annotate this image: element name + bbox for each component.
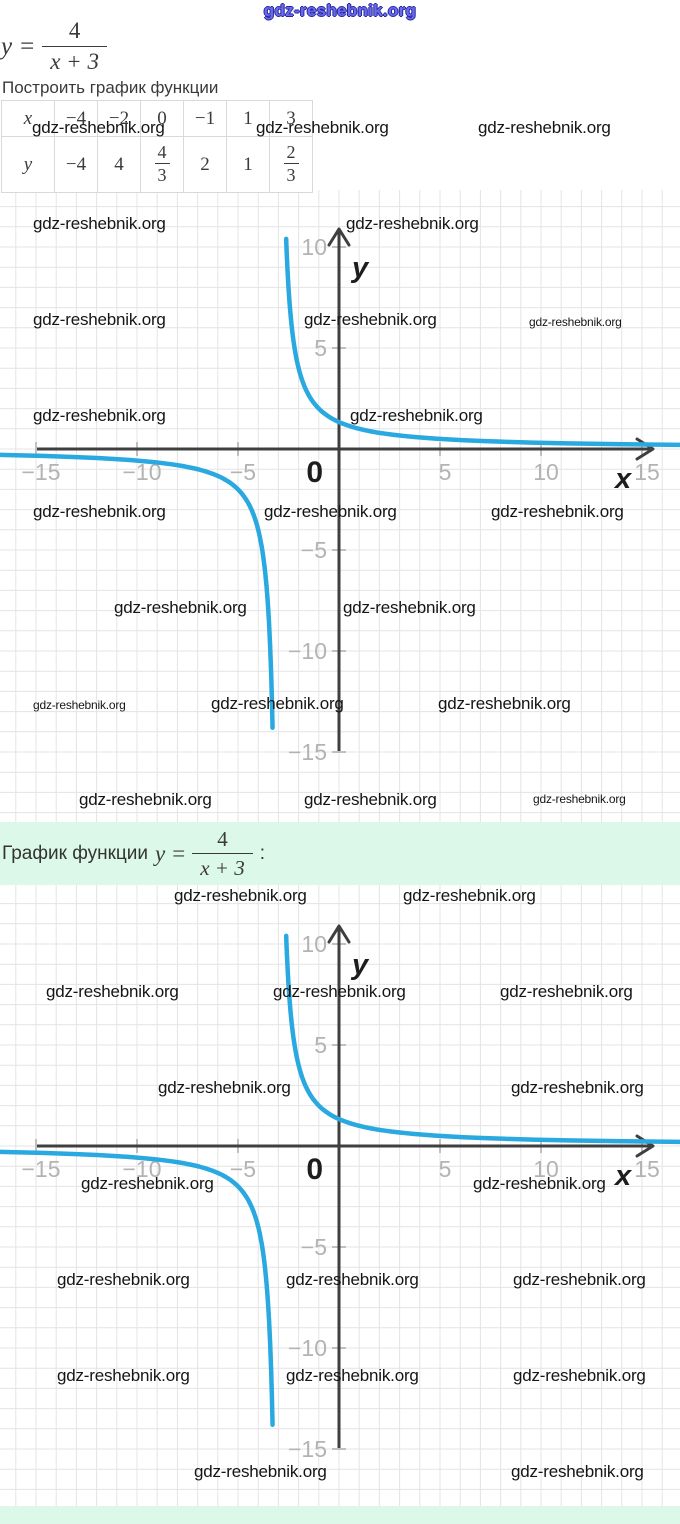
watermark: gdz-reshebnik.org (533, 792, 626, 806)
watermark: gdz-reshebnik.org (286, 1366, 419, 1385)
task-text: Построить график функции (2, 78, 219, 97)
banner-colon: : (259, 842, 266, 864)
svg-text:10: 10 (533, 459, 559, 485)
svg-text:−15: −15 (288, 1436, 327, 1462)
watermark: gdz-reshebnik.org (286, 1270, 419, 1289)
watermark: gdz-reshebnik.org (211, 694, 344, 713)
formula-lhs: y (1, 32, 13, 60)
table-cell-x: 3 (269, 100, 313, 137)
svg-text:15: 15 (634, 459, 660, 485)
watermark: gdz-reshebnik.org (438, 694, 571, 713)
svg-text:−15: −15 (21, 1156, 60, 1182)
table-cell-y: 4 (97, 136, 141, 193)
svg-text:−10: −10 (288, 1335, 327, 1361)
watermark: gdz-reshebnik.org (158, 1078, 291, 1097)
function-formula: y = 4 x + 3 (1, 18, 107, 76)
svg-text:−5: −5 (301, 537, 327, 563)
watermark: gdz-reshebnik.org (81, 1174, 214, 1193)
watermark: gdz-reshebnik.org (273, 982, 406, 1001)
fraction-denominator: x + 3 (50, 49, 99, 75)
formula-fraction: 4 x + 3 (42, 18, 107, 76)
watermark: gdz-reshebnik.org (346, 214, 479, 233)
watermark: gdz-reshebnik.org (33, 214, 166, 233)
watermark: gdz-reshebnik.org (33, 310, 166, 329)
watermark: gdz-reshebnik.org (33, 406, 166, 425)
watermark: gdz-reshebnik.org (57, 1366, 190, 1385)
svg-text:5: 5 (439, 459, 452, 485)
watermark: gdz-reshebnik.org (33, 698, 126, 712)
watermark: gdz-reshebnik.org (32, 118, 165, 137)
watermark: gdz-reshebnik.org (491, 502, 624, 521)
banner-fraction-numerator: 4 (192, 827, 253, 854)
svg-text:x: x (613, 1160, 633, 1192)
watermark: gdz-reshebnik.org (513, 1270, 646, 1289)
watermark: gdz-reshebnik.org (304, 790, 437, 809)
table-cell-y: 1 (226, 136, 270, 193)
watermark: gdz-reshebnik.org (500, 982, 633, 1001)
watermark: gdz-reshebnik.org (511, 1462, 644, 1481)
watermark: gdz-reshebnik.org (513, 1366, 646, 1385)
svg-text:−15: −15 (288, 739, 327, 765)
svg-text:5: 5 (439, 1156, 452, 1182)
values-table: x −4 −2 0 −1 1 3 y −4 4 4 3 2 1 2 3 (1, 100, 313, 193)
watermark: gdz-reshebnik.org (473, 1174, 606, 1193)
svg-text:10: 10 (301, 931, 327, 957)
svg-text:10: 10 (533, 1156, 559, 1182)
table-cell-y: 2 (183, 136, 227, 193)
watermark: gdz-reshebnik.org (57, 1270, 190, 1289)
graph-2: −15 −10 −5 5 10 15 10 5 −5 −10 −15 0 y x (0, 885, 680, 1506)
svg-text:0: 0 (306, 1153, 323, 1186)
table-row-label-y: y (1, 136, 55, 193)
svg-text:10: 10 (301, 234, 327, 260)
watermark: gdz-reshebnik.org (403, 886, 536, 905)
result-banner: График функции y = 4 x + 3 : (0, 822, 680, 885)
watermark: gdz-reshebnik.org (33, 502, 166, 521)
watermark: gdz-reshebnik.org (194, 1462, 327, 1481)
svg-text:y: y (350, 252, 370, 284)
svg-text:−5: −5 (230, 459, 256, 485)
watermark: gdz-reshebnik.org (46, 982, 179, 1001)
svg-text:−10: −10 (288, 638, 327, 664)
watermark: gdz-reshebnik.org (114, 598, 247, 617)
table-cell-x: −1 (183, 100, 227, 137)
banner-equals: = (172, 840, 186, 866)
formula-equals: = (20, 32, 35, 60)
fraction-numerator: 4 (42, 18, 107, 48)
watermark: gdz-reshebnik.org (264, 502, 397, 521)
svg-text:y: y (350, 949, 370, 981)
watermark: gdz-reshebnik.org (511, 1078, 644, 1097)
banner-text: График функции (2, 842, 149, 864)
banner-fraction-denominator: x + 3 (200, 856, 245, 880)
watermark: gdz-reshebnik.org (343, 598, 476, 617)
svg-text:5: 5 (314, 1032, 327, 1058)
table-row-label-x: x (1, 100, 55, 137)
svg-text:x: x (613, 463, 633, 495)
svg-text:0: 0 (306, 456, 323, 489)
table-cell-y: −4 (54, 136, 98, 193)
banner-fraction: 4 x + 3 (192, 827, 253, 880)
svg-text:5: 5 (314, 335, 327, 361)
graph-1: −15 −10 −5 5 10 15 10 5 −5 −10 −15 0 y x (0, 190, 680, 822)
watermark: gdz-reshebnik.org (304, 310, 437, 329)
watermark: gdz-reshebnik.org (529, 315, 622, 329)
watermark: gdz-reshebnik.org (350, 406, 483, 425)
svg-text:−5: −5 (301, 1234, 327, 1260)
watermark: gdz-reshebnik.org (478, 118, 611, 137)
footer-band (0, 1506, 680, 1524)
svg-text:15: 15 (634, 1156, 660, 1182)
site-watermark-top: gdz-reshebnik.org (263, 1, 417, 20)
svg-text:−5: −5 (230, 1156, 256, 1182)
svg-text:−15: −15 (21, 459, 60, 485)
banner-lhs: y (155, 840, 166, 866)
watermark: gdz-reshebnik.org (256, 118, 389, 137)
watermark: gdz-reshebnik.org (79, 790, 212, 809)
watermark: gdz-reshebnik.org (174, 886, 307, 905)
